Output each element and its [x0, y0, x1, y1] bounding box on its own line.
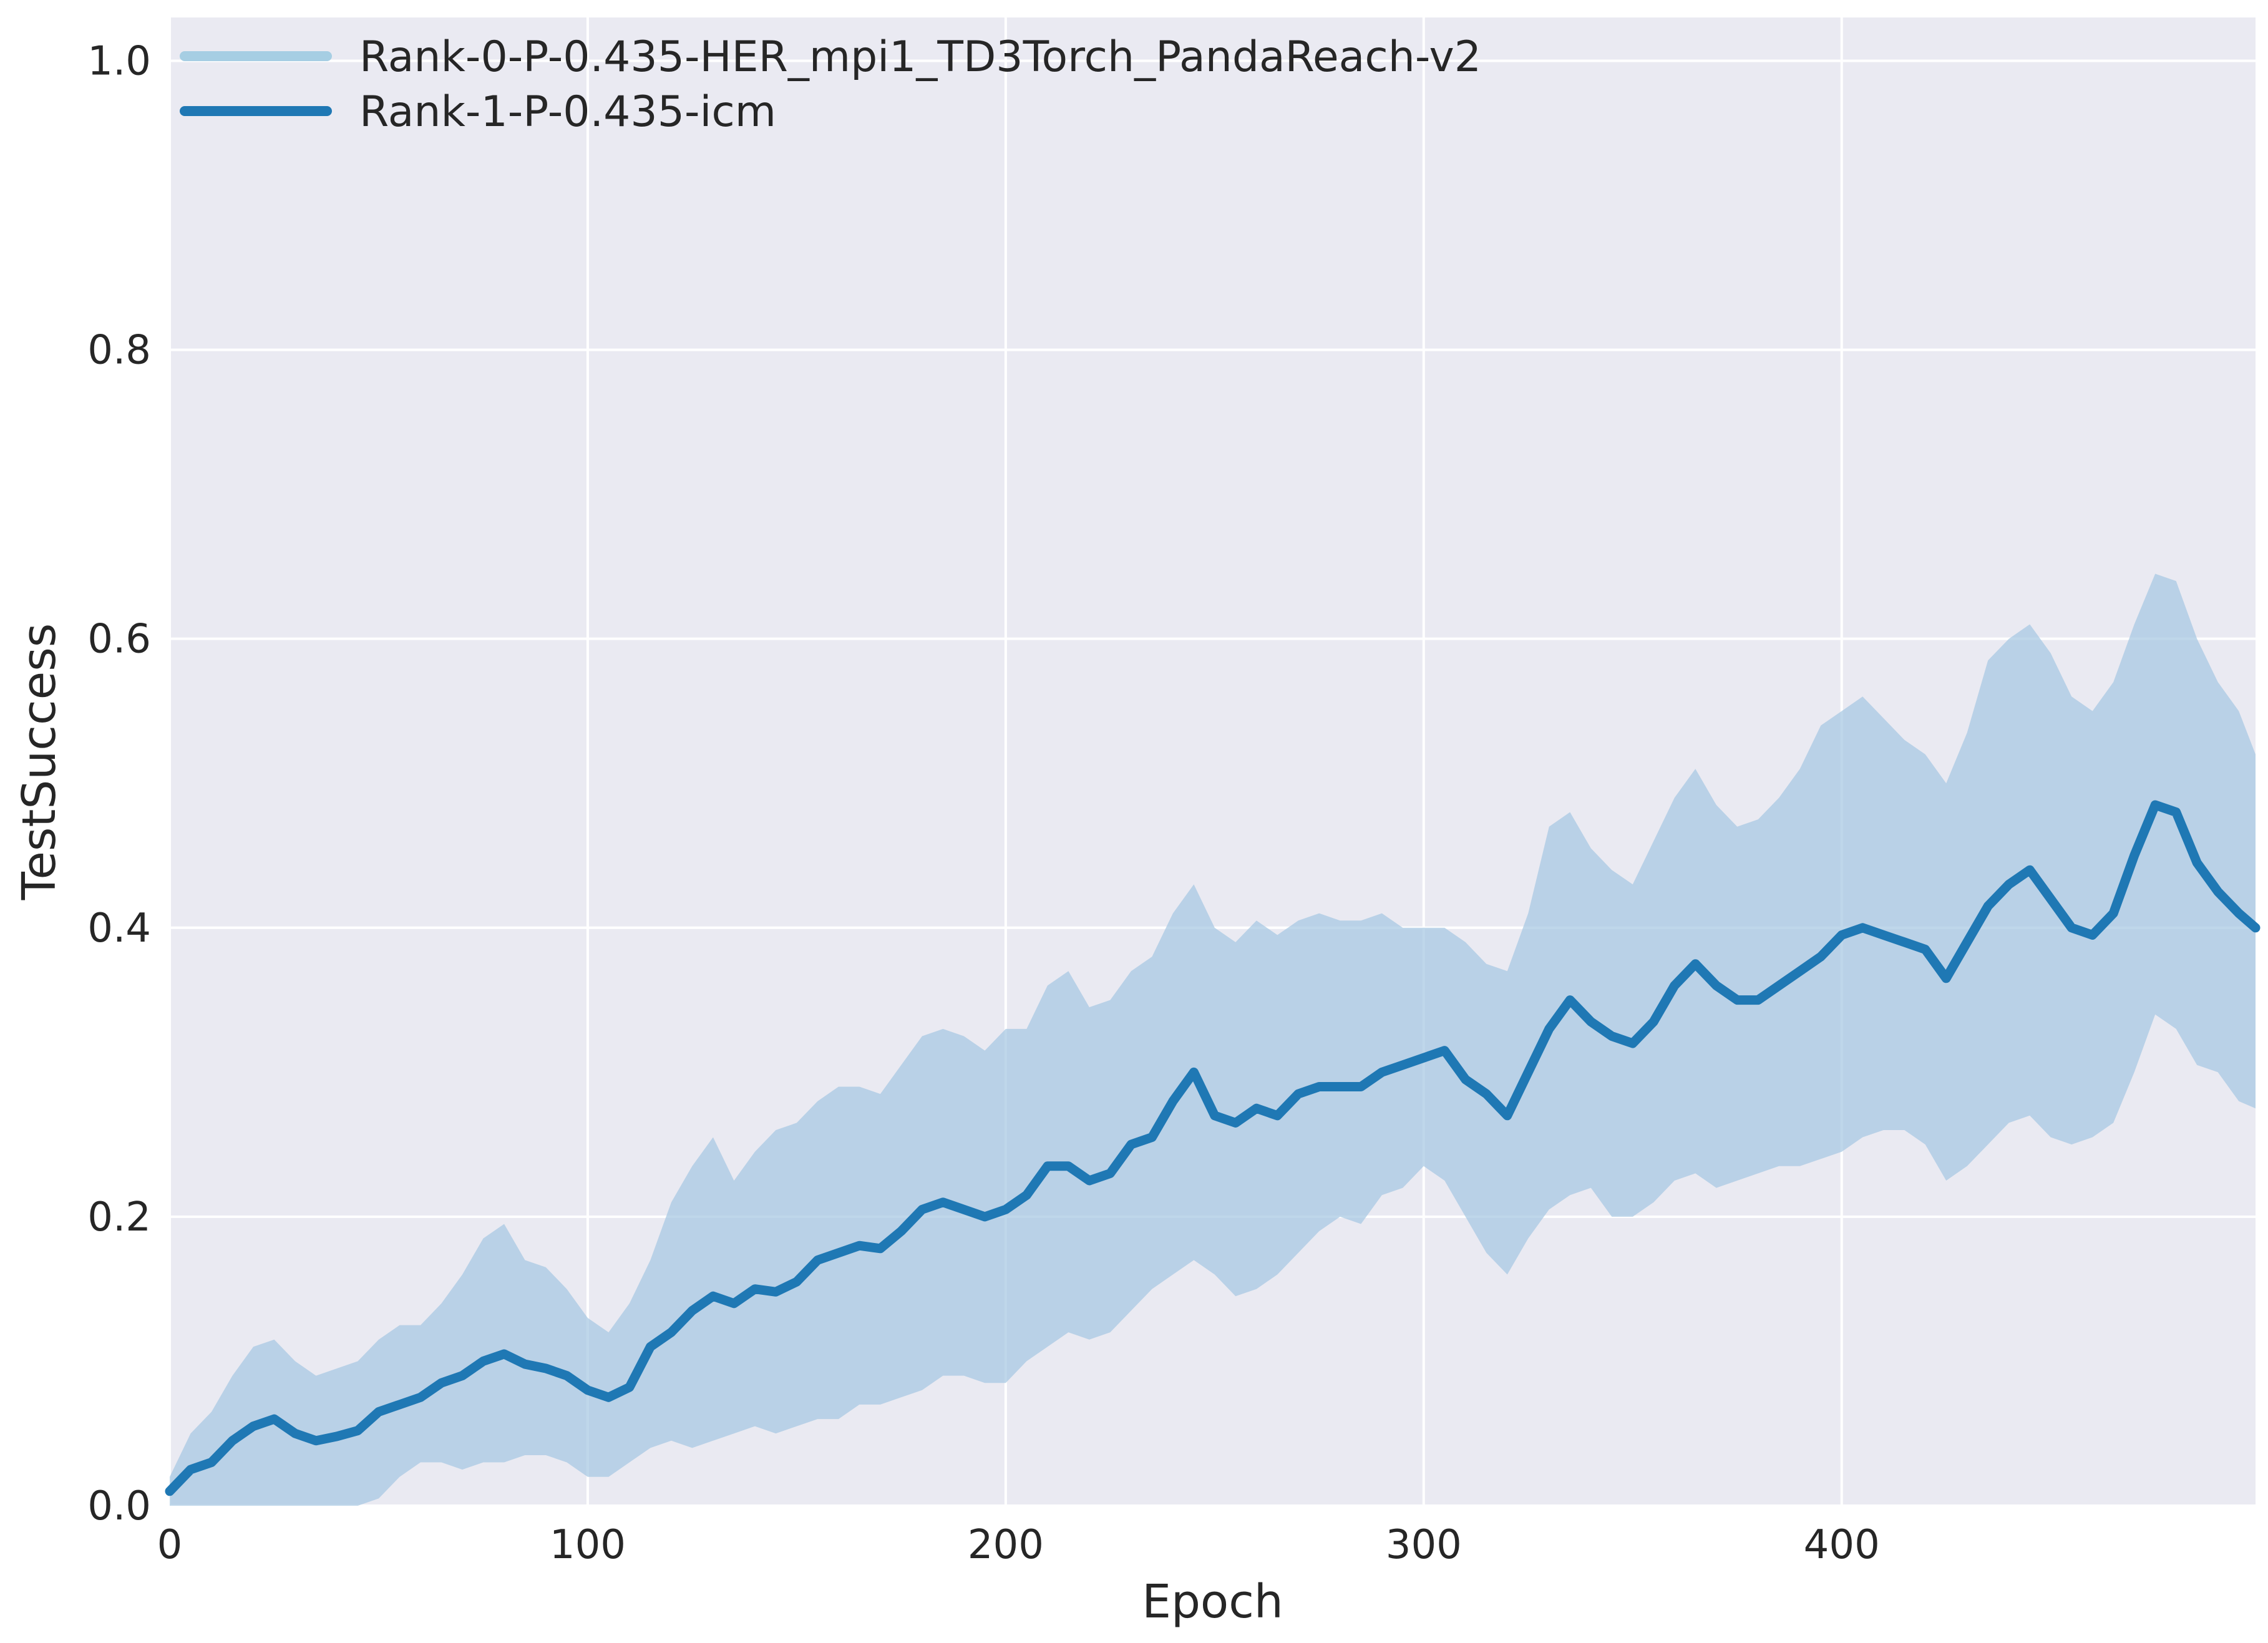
confidence-band [170, 573, 2256, 1506]
x-tick-labels: 0 100 200 300 400 [157, 1522, 1880, 1568]
y-tick-label: 0.0 [87, 1483, 151, 1529]
y-axis-title: TestSuccess [12, 623, 66, 901]
y-tick-label: 0.6 [87, 617, 151, 663]
x-tick-label: 400 [1804, 1522, 1880, 1568]
x-axis-title: Epoch [1142, 1575, 1283, 1629]
x-tick-label: 300 [1386, 1522, 1462, 1568]
legend: Rank-0-P-0.435-HER_mpi1_TD3Torch_PandaRe… [180, 32, 1481, 137]
legend-label-1: Rank-1-P-0.435-icm [359, 87, 776, 137]
y-tick-label: 0.4 [87, 905, 151, 952]
x-tick-label: 100 [550, 1522, 626, 1568]
x-tick-label: 0 [157, 1522, 183, 1568]
legend-label-0: Rank-0-P-0.435-HER_mpi1_TD3Torch_PandaRe… [359, 32, 1481, 82]
y-tick-label: 0.2 [87, 1194, 151, 1241]
mean-line [165, 800, 2261, 1496]
y-tick-label: 0.8 [87, 328, 151, 374]
y-tick-labels: 0.0 0.2 0.4 0.6 0.8 1.0 [87, 38, 151, 1529]
x-tick-label: 200 [968, 1522, 1044, 1568]
y-tick-label: 1.0 [87, 38, 151, 84]
